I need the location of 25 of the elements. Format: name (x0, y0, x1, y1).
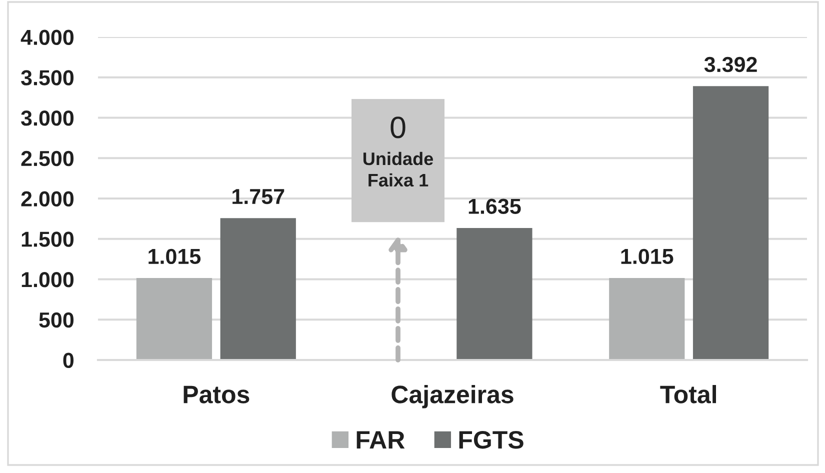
y-tick-label: 4.000 (20, 30, 74, 46)
bar (692, 86, 769, 360)
x-tick-label: Total (660, 385, 716, 404)
data-label: 1.015 (148, 248, 201, 264)
y-tick-label: 2.500 (21, 150, 74, 166)
bar (136, 278, 212, 360)
x-tick-label: Cajazeiras (392, 385, 514, 408)
x-tick-label: Patos (184, 386, 250, 404)
legend-label: FAR (356, 431, 405, 448)
bar (456, 228, 532, 360)
y-tick-label: 2.000 (21, 191, 74, 207)
bar (220, 218, 296, 360)
data-label: 1.635 (468, 198, 521, 214)
y-tick-label: 500 (39, 312, 74, 328)
y-tick-label: 1.500 (22, 232, 74, 247)
annotation: 0 Unidade Faixa 1 (363, 116, 433, 187)
data-label: 1.757 (232, 189, 284, 204)
y-tick-label: 0 (63, 352, 74, 368)
data-label: 3.392 (704, 56, 757, 72)
legend-label: FGTS (459, 431, 524, 449)
y-tick-label: 1.000 (22, 272, 74, 288)
y-tick-label: 3.000 (21, 110, 74, 126)
y-tick-label: 3.500 (21, 70, 74, 86)
bar (609, 278, 685, 360)
data-label: 1.015 (621, 248, 674, 264)
